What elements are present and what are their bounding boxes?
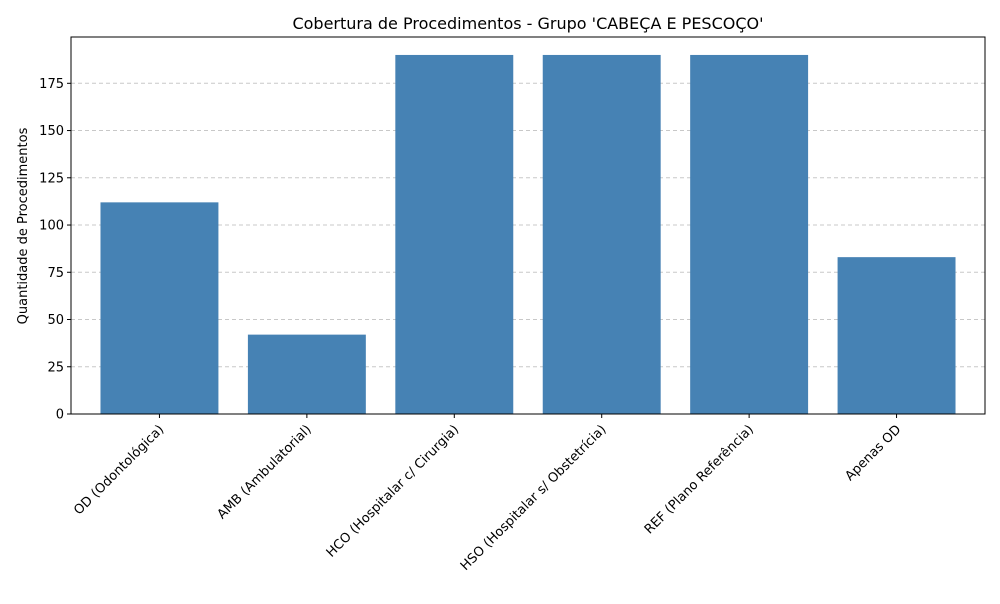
x-axis: OD (Odontológica) AMB (Ambulatorial) HCO (… [71,414,904,574]
y-tick-label: 75 [47,266,64,281]
bar [395,54,514,414]
x-tick-label: OD (Odontológica) [71,422,167,518]
x-tick-label: Apenas OD [843,422,905,484]
bar-series [100,54,956,414]
y-tick-label: 50 [47,313,64,328]
y-tick-label: 175 [39,77,64,92]
x-tick-label: HCO (Hospitalar c/ Cirurgia) [324,422,462,560]
y-tick-label: 25 [47,360,64,375]
y-tick-label: 100 [39,219,64,234]
bar [690,54,809,414]
chart-title: Cobertura de Procedimentos - Grupo 'CABE… [292,14,763,33]
y-tick-label: 0 [56,408,64,423]
x-tick-label: HSO (Hospitalar s/ Obstetrícia) [458,422,610,574]
bar [542,54,661,414]
bar [837,257,956,414]
y-tick-label: 125 [39,171,64,186]
y-axis: 0 25 50 75 100 125 150 175 [39,77,71,423]
y-tick-label: 150 [39,124,64,139]
x-tick-label: REF (Plano Referência) [642,422,757,537]
x-tick-label: AMB (Ambulatorial) [215,422,315,522]
y-axis-label: Quantidade de Procedimentos [16,127,31,324]
bar [100,202,219,414]
bar [247,334,366,414]
grid-lines [71,82,985,368]
